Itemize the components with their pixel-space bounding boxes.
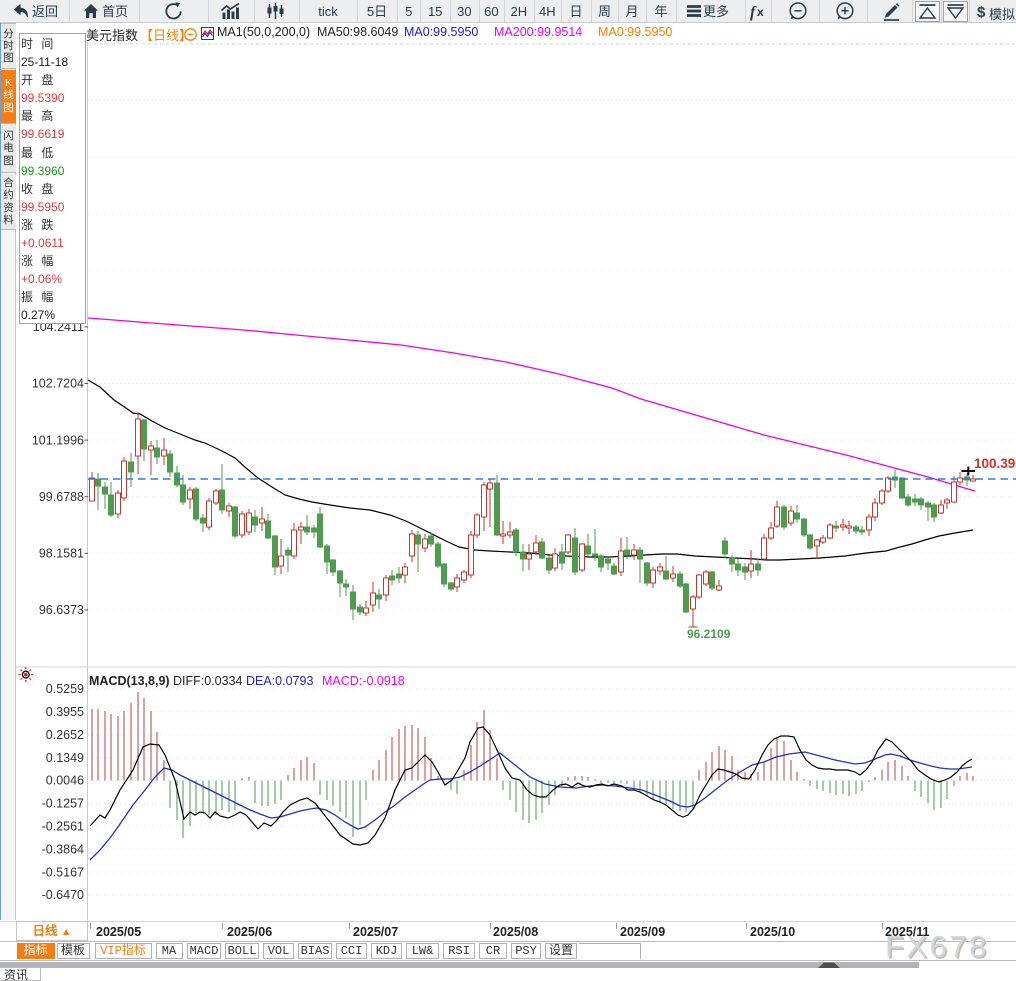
- svg-text:99.6788: 99.6788: [39, 490, 84, 504]
- svg-text:-0.2561: -0.2561: [42, 820, 84, 834]
- svg-text:102.7204: 102.7204: [32, 377, 84, 391]
- svg-text:101.1996: 101.1996: [32, 433, 84, 447]
- svg-text:DEA:0.0793: DEA:0.0793: [246, 674, 313, 688]
- svg-text:0.3955: 0.3955: [46, 705, 84, 719]
- svg-text:98.1581: 98.1581: [39, 547, 84, 561]
- svg-text:96.2109: 96.2109: [687, 627, 731, 641]
- svg-text:0.0046: 0.0046: [46, 774, 84, 788]
- svg-text:-0.5167: -0.5167: [42, 865, 84, 879]
- svg-text:0.5259: 0.5259: [46, 682, 84, 696]
- svg-text:-0.1257: -0.1257: [42, 797, 84, 811]
- svg-text:-0.3864: -0.3864: [42, 842, 84, 856]
- svg-text:0.1349: 0.1349: [46, 751, 84, 765]
- svg-text:96.6373: 96.6373: [39, 603, 84, 617]
- svg-text:DIFF:0.0334: DIFF:0.0334: [173, 674, 243, 688]
- svg-text:MACD(13,8,9): MACD(13,8,9): [89, 674, 170, 688]
- svg-text:0.2652: 0.2652: [46, 728, 84, 742]
- svg-text:-0.6470: -0.6470: [42, 888, 84, 902]
- svg-text:100.390: 100.390: [974, 456, 1016, 471]
- svg-text:MACD:-0.0918: MACD:-0.0918: [322, 674, 405, 688]
